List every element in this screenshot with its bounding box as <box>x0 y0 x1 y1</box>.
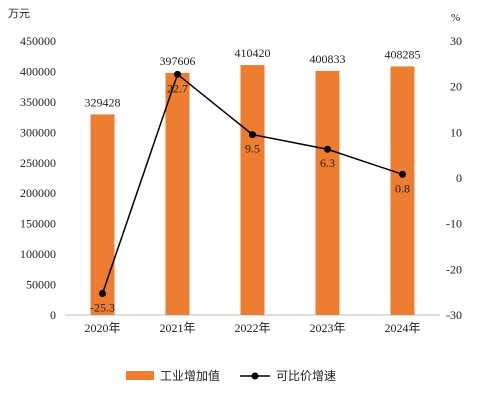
left-tick-label: 200000 <box>20 186 56 200</box>
bar <box>165 72 190 315</box>
right-tick-label: 10 <box>450 125 462 139</box>
line-point <box>249 131 256 139</box>
line-value-label: 22.7 <box>167 81 188 95</box>
left-tick-label: 450000 <box>20 34 56 48</box>
left-axis-unit: 万元 <box>8 8 30 20</box>
bar <box>390 66 415 315</box>
legend-bar-swatch <box>126 371 154 380</box>
right-axis-ticks: -30 -20 -10 0 10 20 30 <box>446 34 462 322</box>
bar <box>240 65 265 315</box>
line-point <box>324 145 331 153</box>
bar-series <box>90 65 415 315</box>
legend-line-marker <box>251 372 259 380</box>
line-value-label: 9.5 <box>245 142 260 156</box>
category-label: 2024年 <box>384 321 420 335</box>
line-point <box>399 170 406 178</box>
right-tick-label: 30 <box>450 34 462 48</box>
line-value-label: 6.3 <box>320 156 335 170</box>
bar-value-label: 397606 <box>160 54 196 68</box>
left-tick-label: 150000 <box>20 217 56 231</box>
line-value-label: 0.8 <box>395 181 410 195</box>
category-label: 2022年 <box>234 321 270 335</box>
bar <box>90 114 115 315</box>
line-value-label: -25.3 <box>90 301 115 315</box>
left-tick-label: 100000 <box>20 247 56 261</box>
bar-value-label: 400833 <box>310 52 346 66</box>
right-tick-label: -10 <box>446 217 462 231</box>
left-tick-label: 350000 <box>20 95 56 109</box>
category-labels: 2020年 2021年 2022年 2023年 2024年 <box>84 321 420 335</box>
line-value-labels: -25.3 22.7 9.5 6.3 0.8 <box>90 81 410 314</box>
category-label: 2020年 <box>84 321 120 335</box>
left-tick-label: 0 <box>50 308 56 322</box>
line-series <box>99 70 406 298</box>
bar-value-label: 410420 <box>235 46 271 60</box>
right-axis-unit: % <box>451 12 460 24</box>
right-tick-label: -20 <box>446 262 462 276</box>
bar <box>315 70 340 315</box>
category-label: 2023年 <box>309 321 345 335</box>
legend: 工业增加值 可比价增速 <box>126 368 336 383</box>
right-tick-label: 20 <box>450 80 462 94</box>
line-point <box>174 70 181 78</box>
left-tick-label: 400000 <box>20 64 56 78</box>
right-tick-label: 0 <box>456 171 462 185</box>
bar-value-label: 329428 <box>85 95 121 109</box>
left-tick-label: 250000 <box>20 156 56 170</box>
bar-value-label: 408285 <box>385 47 421 61</box>
category-label: 2021年 <box>159 321 195 335</box>
right-tick-label: -30 <box>446 308 462 322</box>
left-tick-label: 300000 <box>20 125 56 139</box>
left-axis-ticks: 0 50000 100000 150000 200000 250000 300000 3500… <box>20 34 56 322</box>
legend-bar-label: 工业增加值 <box>160 368 220 383</box>
bar-value-labels: 329428 397606 410420 400833 408285 <box>85 46 421 109</box>
line-point <box>99 290 106 298</box>
legend-line-label: 可比价增速 <box>276 369 336 383</box>
left-tick-label: 50000 <box>26 278 56 292</box>
